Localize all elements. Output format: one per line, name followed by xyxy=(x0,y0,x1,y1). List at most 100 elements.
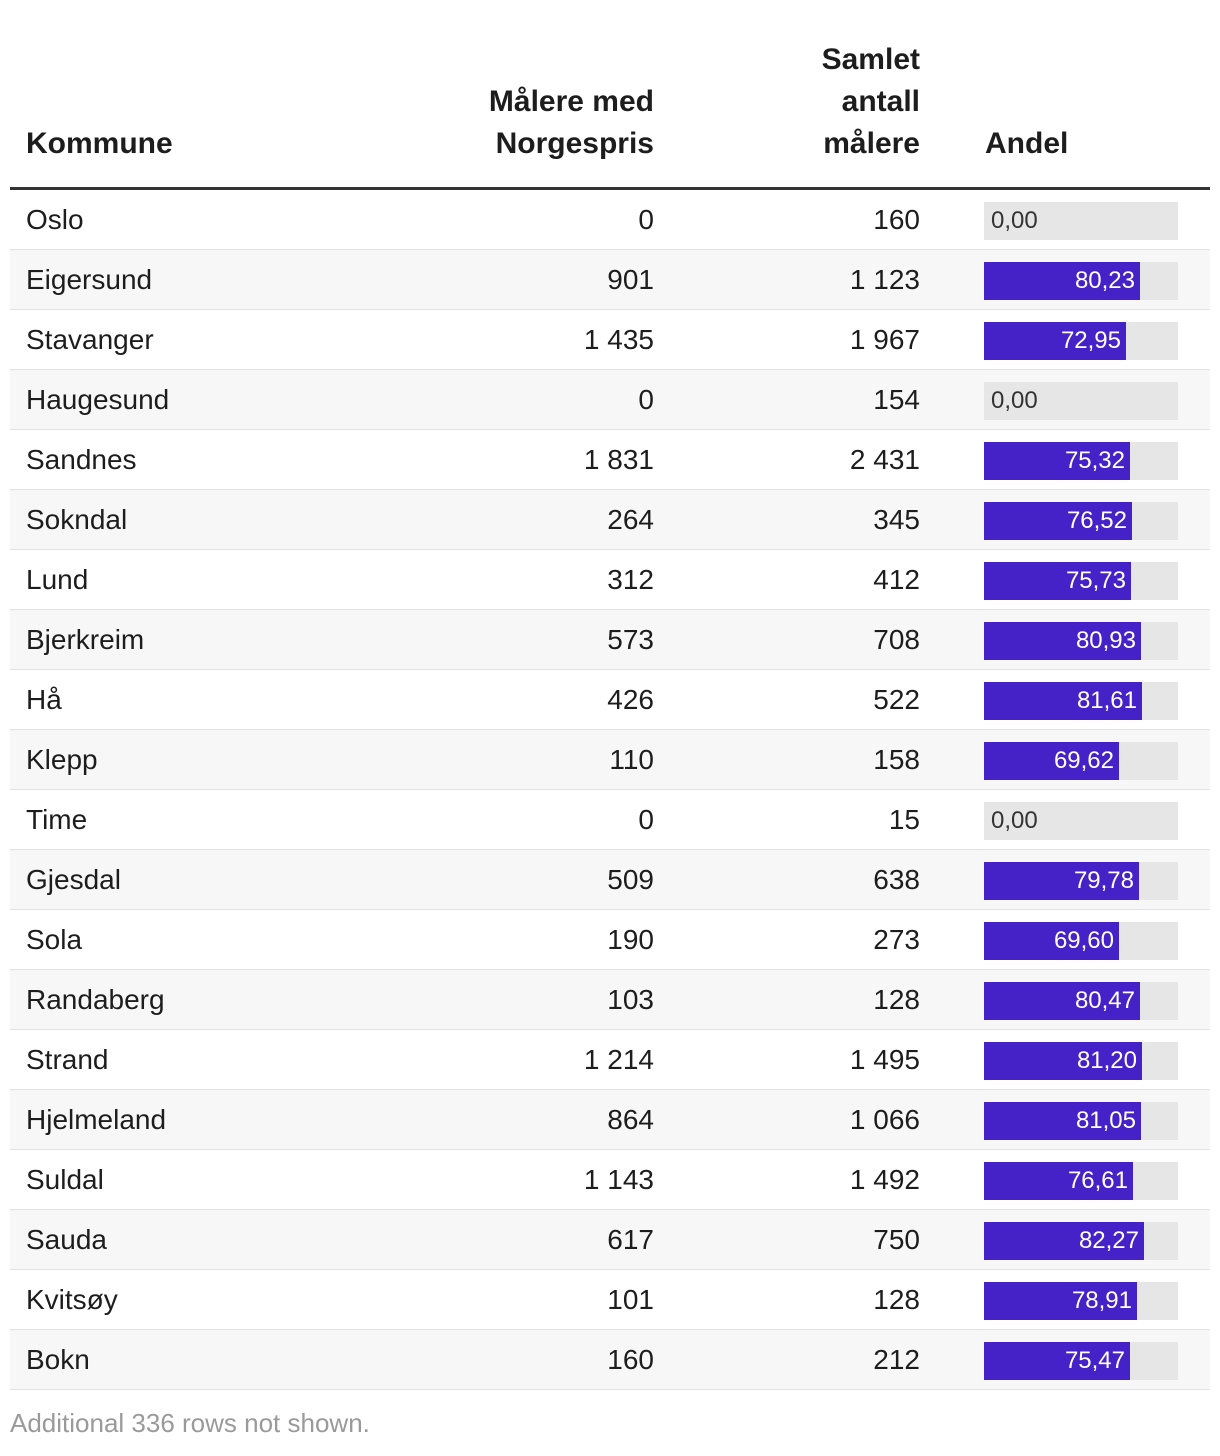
header-malere-line1: Målere med xyxy=(488,85,654,118)
andel-bar-track: 80,47 xyxy=(984,982,1178,1020)
andel-bar xyxy=(984,622,1141,660)
table-header: Kommune Målere med Norgespris Samlet ant… xyxy=(10,0,1210,190)
cell-kommune: Sauda xyxy=(26,1224,107,1255)
cell-kommune: Sandnes xyxy=(26,444,137,475)
header-samlet-line3: målere xyxy=(823,127,920,160)
andel-value-label: 79,78 xyxy=(1073,867,1134,894)
cell-malere-med-norgespris: 1 831 xyxy=(583,444,654,475)
andel-value-label: 78,91 xyxy=(1071,1287,1132,1314)
cell-kommune: Suldal xyxy=(26,1164,104,1195)
table-row: Lund 312 412 75,73 xyxy=(10,550,1210,610)
andel-bar-track: 81,20 xyxy=(984,1042,1178,1080)
cell-kommune: Time xyxy=(26,804,88,835)
cell-samlet-antall-malere: 128 xyxy=(873,984,920,1015)
andel-bar xyxy=(984,982,1140,1020)
cell-kommune: Klepp xyxy=(26,744,98,775)
cell-samlet-antall-malere: 1 967 xyxy=(849,324,920,355)
andel-value-label: 81,61 xyxy=(1076,687,1137,714)
andel-bar-track: 69,62 xyxy=(984,742,1178,780)
andel-bar-track: 72,95 xyxy=(984,322,1178,360)
table-row: Haugesund 0 154 0,00 xyxy=(10,370,1210,430)
andel-value-label: 75,73 xyxy=(1065,567,1126,594)
andel-bar xyxy=(984,1162,1133,1200)
andel-bar-track: 76,52 xyxy=(984,502,1178,540)
andel-value-label: 0,00 xyxy=(991,207,1038,234)
cell-samlet-antall-malere: 158 xyxy=(873,744,920,775)
table-row: Bjerkreim 573 708 80,93 xyxy=(10,610,1210,670)
andel-value-label: 80,93 xyxy=(1075,627,1136,654)
cell-malere-med-norgespris: 509 xyxy=(607,864,654,895)
data-table: Kommune Målere med Norgespris Samlet ant… xyxy=(10,0,1210,1390)
table-row: Time 0 15 0,00 xyxy=(10,790,1210,850)
andel-bar-track: 82,27 xyxy=(984,1222,1178,1260)
table-row: Sandnes 1 831 2 431 75,32 xyxy=(10,430,1210,490)
andel-bar-track: 79,78 xyxy=(984,862,1178,900)
andel-bar-track: 80,93 xyxy=(984,622,1178,660)
andel-value-label: 81,05 xyxy=(1075,1107,1136,1134)
table-row: Stavanger 1 435 1 967 72,95 xyxy=(10,310,1210,370)
table-row: Oslo 0 160 0,00 xyxy=(10,190,1210,250)
cell-malere-med-norgespris: 103 xyxy=(607,984,654,1015)
andel-bar-track: 76,61 xyxy=(984,1162,1178,1200)
cell-samlet-antall-malere: 160 xyxy=(873,204,920,235)
andel-bar-track: 0,00 xyxy=(984,802,1178,840)
andel-value-label: 81,20 xyxy=(1076,1047,1137,1074)
cell-malere-med-norgespris: 0 xyxy=(638,204,654,235)
andel-bar-track: 75,32 xyxy=(984,442,1178,480)
cell-kommune: Sokndal xyxy=(26,504,128,535)
andel-value-label: 69,60 xyxy=(1053,927,1114,954)
andel-bar xyxy=(984,442,1130,480)
andel-value-label: 0,00 xyxy=(991,387,1038,414)
cell-malere-med-norgespris: 1 435 xyxy=(583,324,654,355)
cell-malere-med-norgespris: 573 xyxy=(607,624,654,655)
andel-bar-track: 78,91 xyxy=(984,1282,1178,1320)
cell-kommune: Haugesund xyxy=(26,384,170,415)
table-row: Hjelmeland 864 1 066 81,05 xyxy=(10,1090,1210,1150)
table-row: Klepp 110 158 69,62 xyxy=(10,730,1210,790)
cell-kommune: Bokn xyxy=(26,1344,90,1375)
header-andel[interactable]: Andel xyxy=(985,123,1068,165)
andel-bar xyxy=(984,742,1119,780)
cell-kommune: Hå xyxy=(26,684,62,715)
cell-samlet-antall-malere: 128 xyxy=(873,1284,920,1315)
cell-kommune: Stavanger xyxy=(26,324,154,355)
cell-malere-med-norgespris: 110 xyxy=(609,744,654,775)
cell-malere-med-norgespris: 160 xyxy=(607,1344,654,1375)
cell-kommune: Eigersund xyxy=(26,264,153,295)
andel-bar-track: 80,23 xyxy=(984,262,1178,300)
header-malere-med-norgespris[interactable]: Målere med Norgespris xyxy=(489,81,654,165)
andel-bar xyxy=(984,262,1140,300)
andel-bar xyxy=(984,562,1131,600)
header-samlet-antall-malere[interactable]: Samlet antall målere xyxy=(822,39,920,165)
cell-samlet-antall-malere: 1 495 xyxy=(849,1044,920,1075)
andel-value-label: 76,61 xyxy=(1067,1167,1128,1194)
andel-bar xyxy=(984,1042,1142,1080)
andel-bar xyxy=(984,1282,1137,1320)
header-kommune-label: Kommune xyxy=(26,127,173,160)
cell-malere-med-norgespris: 0 xyxy=(638,384,654,415)
andel-bar xyxy=(984,1342,1130,1380)
cell-samlet-antall-malere: 1 066 xyxy=(849,1104,920,1135)
andel-value-label: 76,52 xyxy=(1066,507,1127,534)
header-andel-label: Andel xyxy=(985,127,1069,160)
cell-kommune: Bjerkreim xyxy=(26,624,145,655)
andel-value-label: 82,27 xyxy=(1078,1227,1139,1254)
cell-malere-med-norgespris: 426 xyxy=(607,684,654,715)
cell-malere-med-norgespris: 901 xyxy=(607,264,654,295)
cell-samlet-antall-malere: 750 xyxy=(873,1224,920,1255)
andel-value-label: 69,62 xyxy=(1053,747,1114,774)
rows-not-shown-note: Additional 336 rows not shown. xyxy=(10,1408,370,1438)
andel-value-label: 72,95 xyxy=(1060,327,1121,354)
andel-value-label: 80,47 xyxy=(1074,987,1135,1014)
cell-samlet-antall-malere: 708 xyxy=(873,624,920,655)
table-body: Oslo 0 160 0,00 Eigersund 901 1 123 80,23 Stavan… xyxy=(10,190,1210,1390)
andel-bar-track: 69,60 xyxy=(984,922,1178,960)
andel-value-label: 75,47 xyxy=(1064,1347,1125,1374)
cell-malere-med-norgespris: 101 xyxy=(607,1284,654,1315)
table-row: Sola 190 273 69,60 xyxy=(10,910,1210,970)
andel-value-label: 75,32 xyxy=(1064,447,1125,474)
header-kommune[interactable]: Kommune xyxy=(26,123,173,165)
table-row: Eigersund 901 1 123 80,23 xyxy=(10,250,1210,310)
table-row: Sokndal 264 345 76,52 xyxy=(10,490,1210,550)
table-row: Strand 1 214 1 495 81,20 xyxy=(10,1030,1210,1090)
